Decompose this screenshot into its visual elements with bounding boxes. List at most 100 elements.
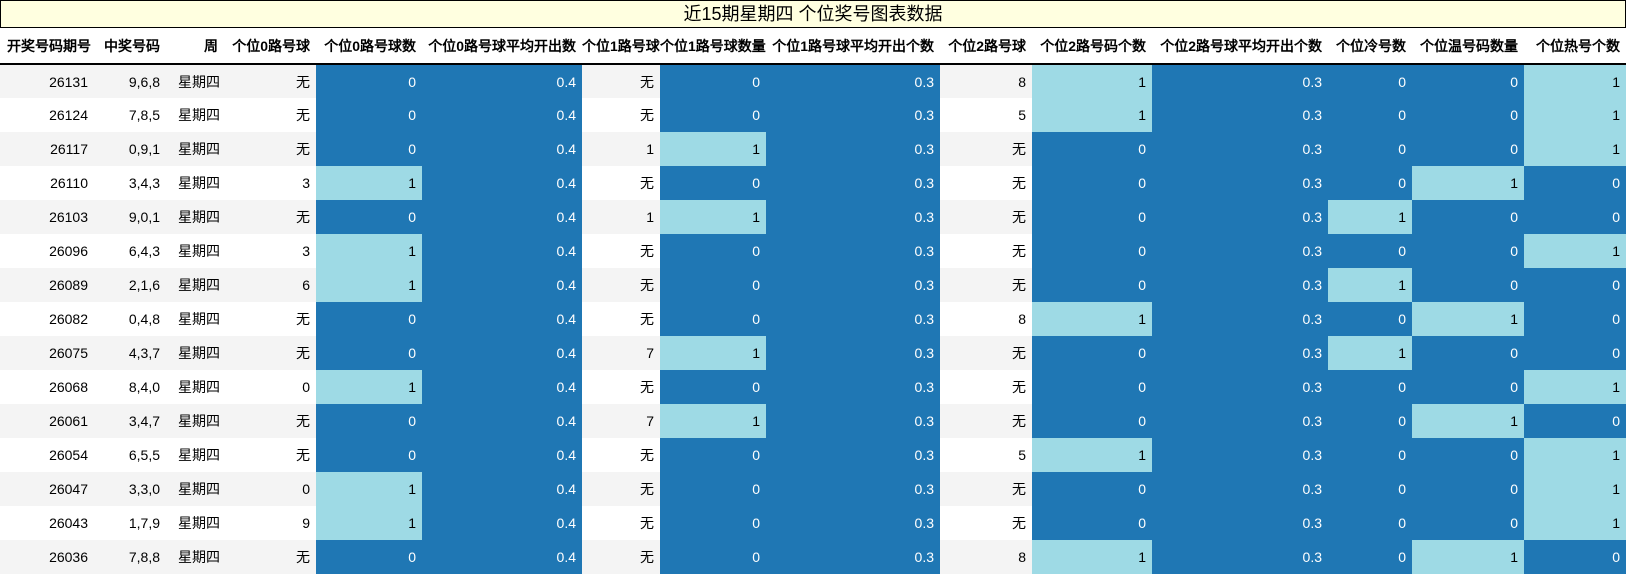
table-cell: 0 — [316, 540, 422, 574]
column-header[interactable]: 中奖号码 — [98, 28, 166, 65]
table-cell: 0.3 — [1152, 438, 1328, 472]
table-cell: 3 — [224, 166, 316, 200]
column-header[interactable]: 个位0路号球平均开出数 — [422, 28, 582, 65]
table-row: 26068 8,4,0 星期四 0 1 0.4 无 0 0.3 无 0 0.3 0 0 1 — [0, 370, 1626, 404]
column-header[interactable]: 个位1路号球数量 — [660, 28, 766, 65]
table-cell: 0 — [1032, 336, 1152, 370]
column-header[interactable]: 个位1路号球 — [582, 28, 660, 65]
table-cell: 0 — [1032, 234, 1152, 268]
table-cell: 无 — [224, 98, 316, 132]
table-cell: 无 — [940, 166, 1032, 200]
table-cell: 0 — [1032, 472, 1152, 506]
table-cell: 0 — [1412, 438, 1524, 472]
column-header[interactable]: 个位2路号球平均开出个数 — [1152, 28, 1328, 65]
table-cell: 0.3 — [766, 98, 940, 132]
column-header[interactable]: 个位冷号数 — [1328, 28, 1412, 65]
column-header[interactable]: 个位2路号球 — [940, 28, 1032, 65]
table-cell: 26082 — [0, 302, 98, 336]
table-cell: 0 — [1328, 438, 1412, 472]
table-cell: 0 — [316, 98, 422, 132]
table-cell: 无 — [940, 200, 1032, 234]
table-cell: 0.3 — [766, 234, 940, 268]
table-cell: 0 — [316, 302, 422, 336]
table-cell: 无 — [582, 234, 660, 268]
table-cell: 0.3 — [766, 370, 940, 404]
table-cell: 0 — [1412, 268, 1524, 302]
table-cell: 0 — [1524, 336, 1626, 370]
table-row: 26131 9,6,8 星期四无 0 0.4 无 0 0.3 8 1 0.3 0 0 1 — [0, 64, 1626, 98]
table-cell: 0 — [1328, 234, 1412, 268]
column-header[interactable]: 开奖号码期号 — [0, 28, 98, 65]
table-cell: 无 — [582, 64, 660, 98]
table-cell: 0 — [660, 268, 766, 302]
table-cell: 7,8,8 — [98, 540, 166, 574]
table-cell: 1 — [660, 132, 766, 166]
table-cell: 星期四 — [166, 200, 224, 234]
table-cell: 0 — [660, 166, 766, 200]
table-cell: 星期四 — [166, 132, 224, 166]
table-cell: 0.3 — [1152, 166, 1328, 200]
table-row: 26117 0,9,1 星期四无 0 0.4 1 1 0.3 无 0 0.3 0 0 1 — [0, 132, 1626, 166]
column-header[interactable]: 个位热号个数 — [1524, 28, 1626, 65]
table-cell: 26047 — [0, 472, 98, 506]
column-header[interactable]: 个位温号码数量 — [1412, 28, 1524, 65]
table-cell: 1 — [316, 234, 422, 268]
table-cell: 26054 — [0, 438, 98, 472]
table-cell: 0.3 — [1152, 268, 1328, 302]
column-header[interactable]: 个位1路号球平均开出个数 — [766, 28, 940, 65]
table-cell: 0.4 — [422, 540, 582, 574]
table-cell: 0 — [1328, 98, 1412, 132]
table-cell: 0 — [660, 438, 766, 472]
table-cell: 星期四 — [166, 64, 224, 98]
table-cell: 0.4 — [422, 234, 582, 268]
table-cell: 1 — [1032, 64, 1152, 98]
table-cell: 2,1,6 — [98, 268, 166, 302]
table-cell: 1 — [1032, 98, 1152, 132]
table-cell: 无 — [582, 98, 660, 132]
column-header[interactable]: 个位2路号码个数 — [1032, 28, 1152, 65]
table-cell: 0 — [660, 302, 766, 336]
table-cell: 9,0,1 — [98, 200, 166, 234]
table-cell: 1 — [316, 370, 422, 404]
sheet-title: 近15期星期四 个位奖号图表数据 — [0, 0, 1626, 28]
table-cell: 5 — [940, 98, 1032, 132]
table-cell: 0 — [1032, 404, 1152, 438]
table-cell: 0.3 — [1152, 506, 1328, 540]
table-cell: 星期四 — [166, 98, 224, 132]
table-cell: 无 — [940, 336, 1032, 370]
table-cell: 0 — [1412, 472, 1524, 506]
table-cell: 7 — [582, 336, 660, 370]
table-cell: 1 — [1032, 302, 1152, 336]
table-row: 26103 9,0,1 星期四无 0 0.4 1 1 0.3 无 0 0.3 1 0 0 — [0, 200, 1626, 234]
data-table: 开奖号码期号 中奖号码周个位0路号球 个位0路号球数 个位0路号球平均开出数 个位1路号… — [0, 28, 1626, 574]
column-header[interactable]: 周 — [166, 28, 224, 65]
table-cell: 7,8,5 — [98, 98, 166, 132]
column-header[interactable]: 个位0路号球 — [224, 28, 316, 65]
table-cell: 无 — [224, 336, 316, 370]
table-cell: 无 — [582, 370, 660, 404]
table-cell: 0 — [1412, 336, 1524, 370]
table-cell: 0.3 — [766, 472, 940, 506]
table-cell: 0.3 — [766, 404, 940, 438]
table-cell: 3 — [224, 234, 316, 268]
table-cell: 1 — [1524, 132, 1626, 166]
table-cell: 0.4 — [422, 404, 582, 438]
table-cell: 3,4,7 — [98, 404, 166, 438]
table-cell: 0 — [1328, 472, 1412, 506]
table-cell: 无 — [224, 200, 316, 234]
column-header[interactable]: 个位0路号球数 — [316, 28, 422, 65]
table-cell: 0 — [1032, 268, 1152, 302]
table-cell: 26075 — [0, 336, 98, 370]
table-cell: 0.3 — [1152, 540, 1328, 574]
table-cell: 1 — [582, 200, 660, 234]
table-cell: 26131 — [0, 64, 98, 98]
table-cell: 1 — [1412, 404, 1524, 438]
table-cell: 1 — [316, 268, 422, 302]
table-cell: 1 — [660, 200, 766, 234]
table-cell: 1 — [1524, 438, 1626, 472]
table-cell: 1 — [1032, 438, 1152, 472]
table-cell: 0.4 — [422, 438, 582, 472]
table-cell: 无 — [224, 132, 316, 166]
table-cell: 1 — [1524, 472, 1626, 506]
table-cell: 无 — [582, 302, 660, 336]
